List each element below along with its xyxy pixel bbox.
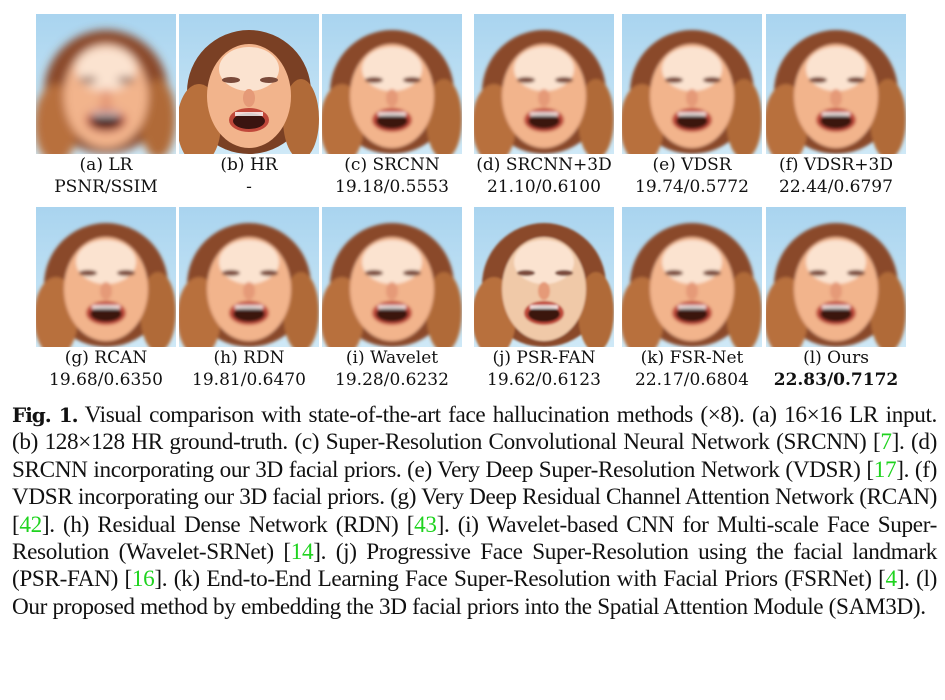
face-image [322,207,462,347]
panel-image [179,207,319,347]
panel-image [474,14,614,154]
figure-panel-c: (c) SRCNN 19.18/0.5553 [322,14,462,198]
face-image [179,207,319,347]
face-image [766,14,906,154]
caption-text: Visual comparison with state-of-the-art … [12,402,937,456]
panel-image [474,207,614,347]
caption-text: ]. (h) Residual Dense Network (RDN) [ [41,511,415,538]
citation-link[interactable]: 42 [19,511,42,538]
figure-panel-h: (h) RDN 19.81/0.6470 [179,207,319,391]
caption-text: ]. (i) Wavelet-based CNN for Multi-scale… [12,511,937,566]
face-image [322,14,462,154]
panel-image [766,14,906,154]
panel-metric: 19.74/0.5772 [635,177,749,197]
panel-metric: 19.81/0.6470 [192,370,306,390]
caption-text: ]. (j) Progressive Face Super-Resolution… [12,539,937,593]
caption-body: Visual comparison with state-of-the-art … [12,402,937,620]
figure-panel-e: (e) VDSR 19.74/0.5772 [622,14,762,198]
figure-panel-i: (i) Wavelet 19.28/0.6232 [322,207,462,391]
panel-label: (d) SRCNN+3D [476,155,612,175]
figure-panel-g: (g) RCAN 19.68/0.6350 [36,207,176,391]
face-image [474,14,614,154]
figure-panel-l: (l) Ours 22.83/0.7172 [766,207,906,391]
caption-text: ]. (f) VDSR incorporating our 3D facial … [12,456,937,538]
panel-image [36,207,176,347]
panel-label: (k) FSR-Net [640,348,744,368]
citation-link[interactable]: 43 [414,511,437,538]
panel-label: (h) RDN [213,348,285,368]
face-image [766,207,906,347]
figure-label: Fig. 1. [12,403,79,427]
panel-image [766,207,906,347]
figure-panel-j: (j) PSR-FAN 19.62/0.6123 [474,207,614,391]
face-image [622,14,762,154]
panel-metric: 21.10/0.6100 [487,177,601,197]
panel-image [622,14,762,154]
panel-metric: 19.18/0.5553 [335,177,449,197]
panel-metric: 19.62/0.6123 [487,370,601,390]
panel-metric: 22.83/0.7172 [773,370,899,390]
panel-label: (i) Wavelet [345,348,439,368]
face-image [36,14,176,154]
figure-panel-f: (f) VDSR+3D 22.44/0.6797 [766,14,906,198]
citation-link[interactable]: 17 [873,456,897,483]
face-image [622,207,762,347]
panel-label: (e) VDSR [652,155,732,175]
figure-panel-d: (d) SRCNN+3D 21.10/0.6100 [474,14,614,198]
panel-metric: - [246,177,252,197]
panel-metric: PSNR/SSIM [54,177,158,197]
panel-image [179,14,319,154]
panel-label: (c) SRCNN [344,155,440,175]
panel-label: (j) PSR-FAN [492,348,596,368]
citation-link[interactable]: 16 [131,566,155,593]
citation-link[interactable]: 14 [290,539,314,566]
panel-label: (g) RCAN [64,348,148,368]
figure-panel-k: (k) FSR-Net 22.17/0.6804 [622,207,762,391]
figure-caption: Fig. 1. Visual comparison with state-of-… [12,402,937,621]
panel-metric: 22.17/0.6804 [635,370,749,390]
caption-text: ]. (k) End-to-End Learning Face Super-Re… [154,566,886,593]
panel-metric: 22.44/0.6797 [779,177,893,197]
panel-metric: 19.28/0.6232 [335,370,449,390]
panel-label: (b) HR [220,155,278,175]
citation-link[interactable]: 7 [880,429,892,456]
panel-image [322,14,462,154]
figure-panel-a: (a) LR PSNR/SSIM [36,14,176,198]
face-image [179,14,319,154]
panel-label: (f) VDSR+3D [778,155,893,175]
panel-image [622,207,762,347]
panel-metric: 19.68/0.6350 [49,370,163,390]
panel-label: (a) LR [79,155,133,175]
panel-image [36,14,176,154]
figure-panel-b: (b) HR - [179,14,319,198]
caption-text: ]. (d) SRCNN incorporating our 3D facial… [12,429,937,483]
panel-image [322,207,462,347]
face-image [474,207,614,347]
citation-link[interactable]: 4 [885,566,898,593]
panel-label: (l) Ours [803,348,869,368]
face-image [36,207,176,347]
caption-text: ]. (l) Our proposed method by embedding … [12,566,937,620]
